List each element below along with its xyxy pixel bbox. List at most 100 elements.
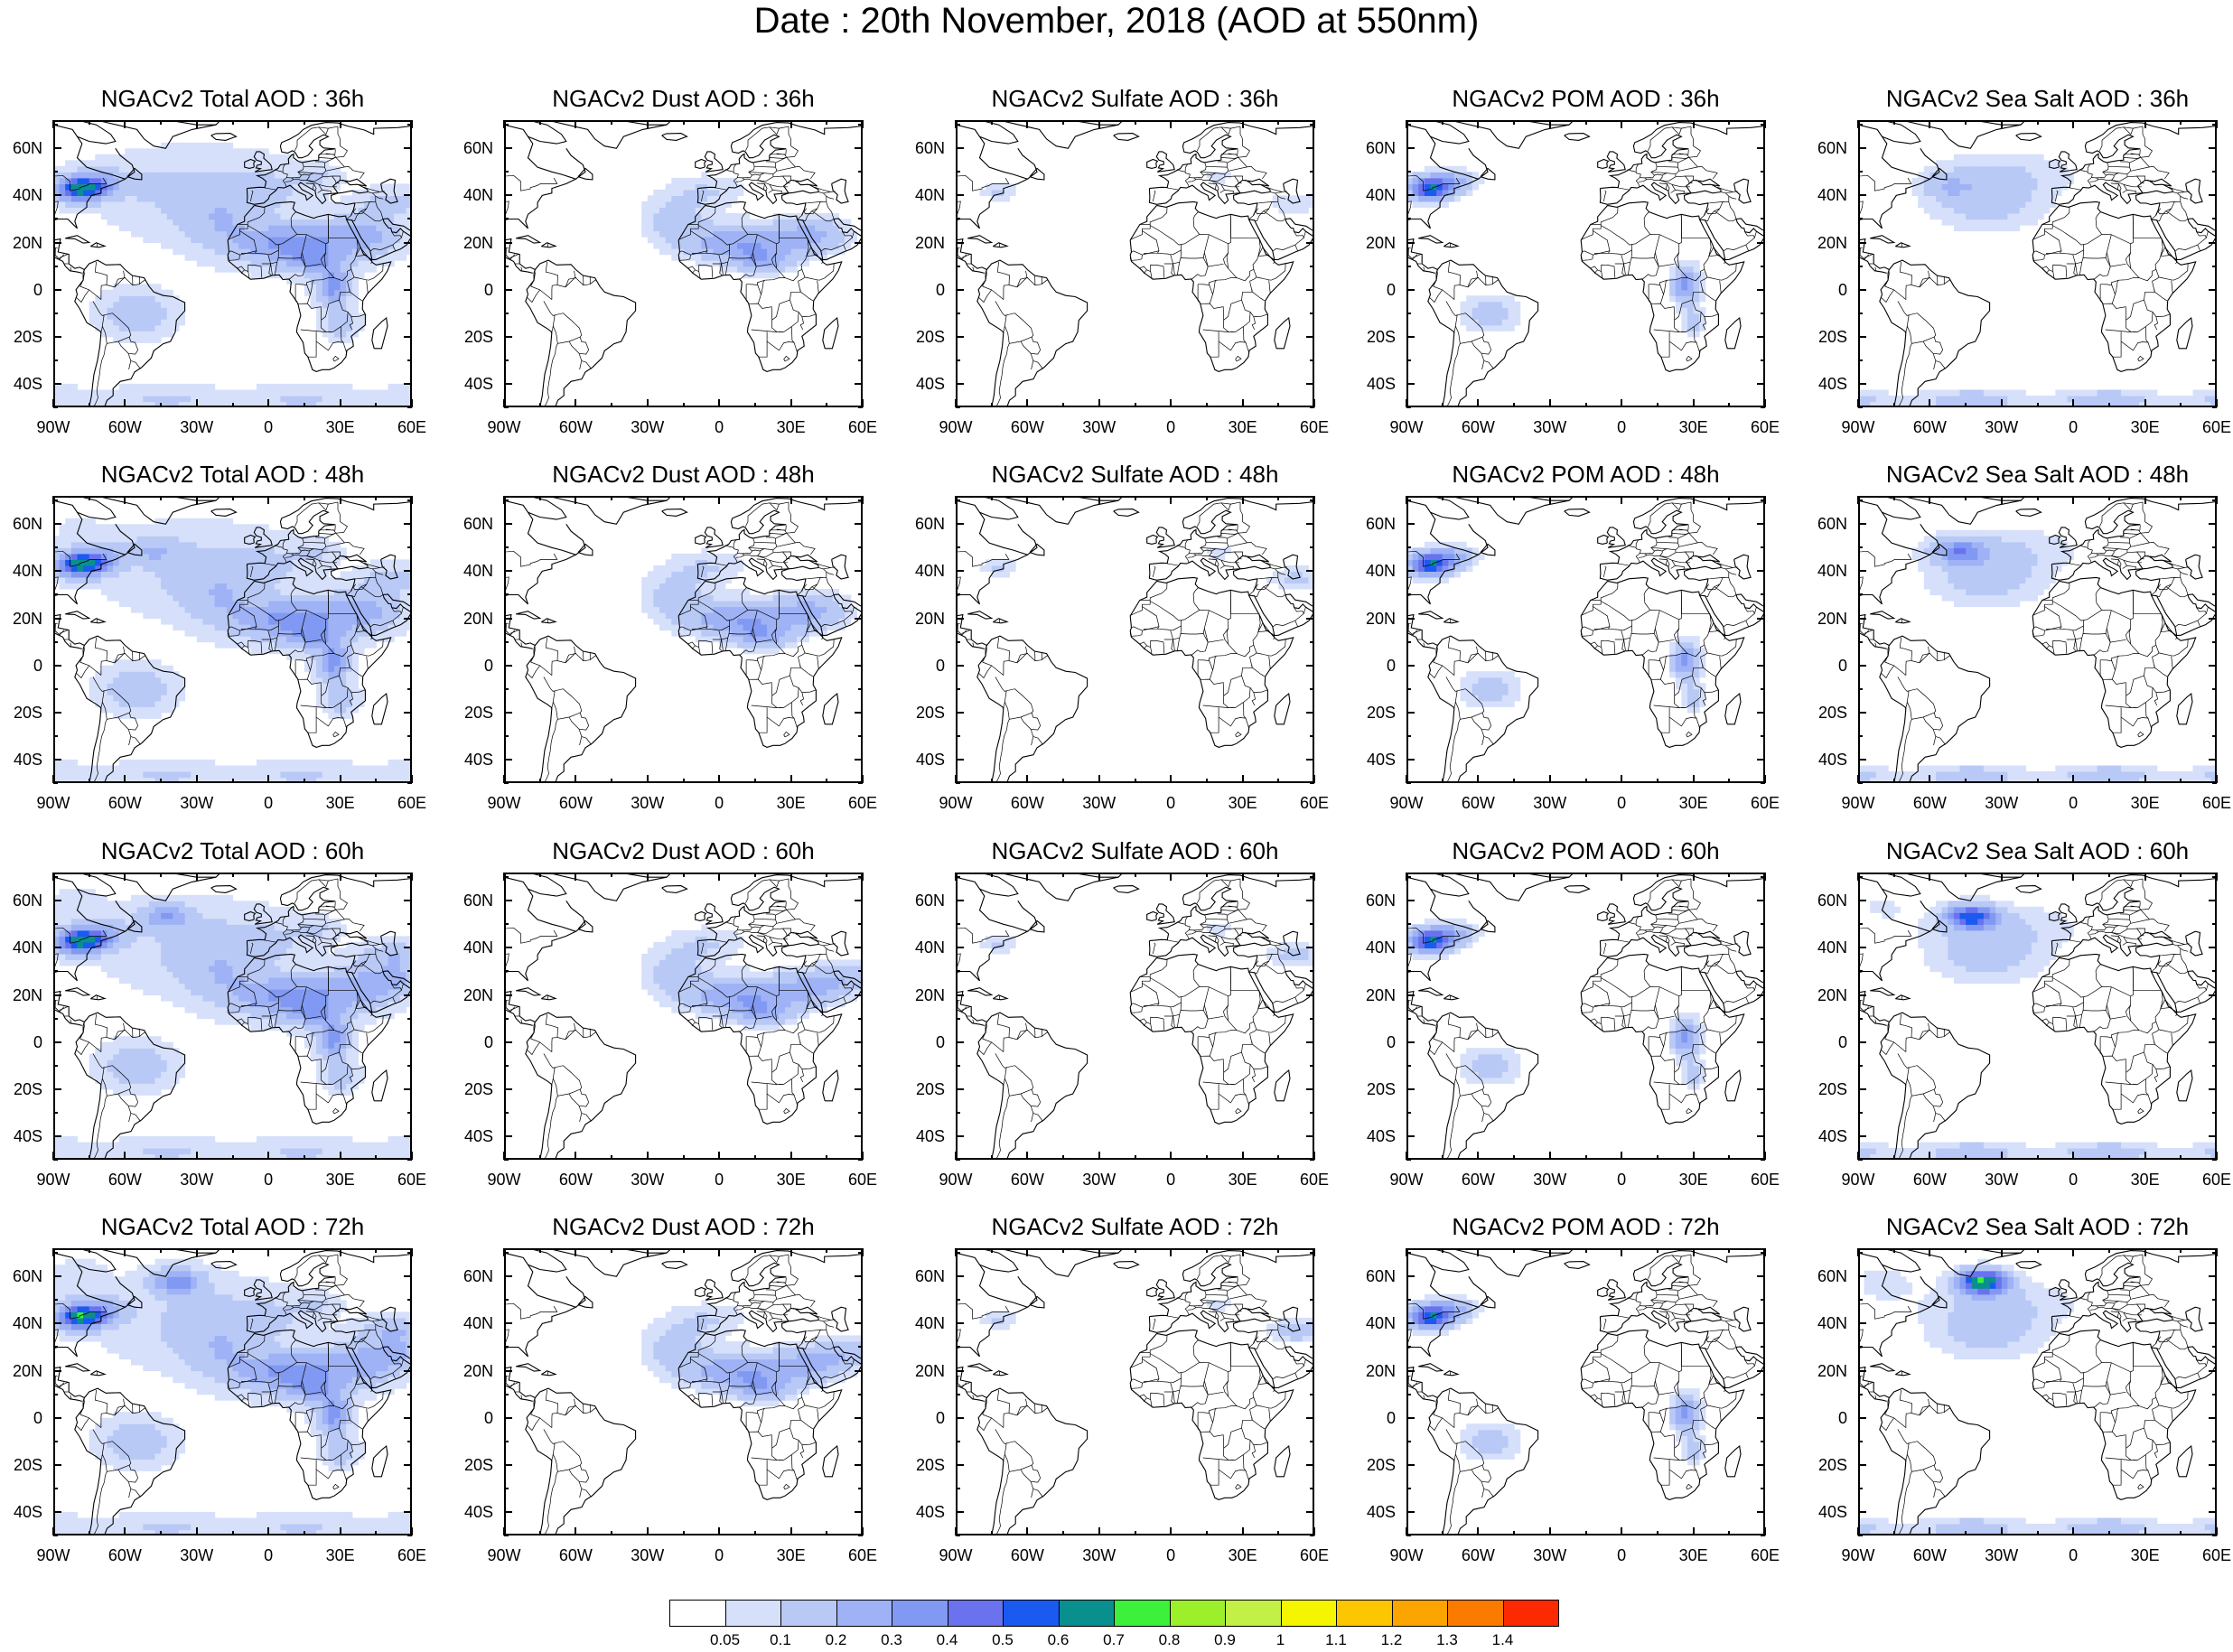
lat-minor-tick	[2212, 593, 2217, 596]
lon-label: 30E	[1678, 1546, 1708, 1564]
lon-label: 90W	[36, 1171, 70, 1189]
lon-tick	[503, 496, 505, 504]
lat-minor-tick	[858, 970, 863, 973]
lat-tick	[855, 758, 863, 761]
lon-tick	[2072, 1152, 2075, 1160]
lat-tick	[53, 664, 61, 667]
lon-label: 30E	[776, 1171, 806, 1189]
lat-minor-tick	[1761, 1535, 1765, 1536]
lon-label: 60W	[1912, 1171, 1947, 1189]
lon-tick	[718, 1152, 721, 1160]
lon-label: 90W	[939, 418, 973, 436]
lon-tick	[503, 1152, 505, 1160]
lat-label: 20S	[915, 327, 945, 346]
lon-minor-tick	[611, 1248, 613, 1253]
lon-minor-tick	[1441, 120, 1444, 125]
lon-minor-tick	[88, 403, 90, 407]
panel-title: NGACv2 Total AOD : 60h	[100, 837, 365, 864]
panel-title: NGACv2 POM AOD : 60h	[1452, 837, 1720, 864]
lon-minor-tick	[303, 1155, 305, 1160]
lat-minor-tick	[956, 1111, 960, 1114]
lon-tick	[789, 1248, 792, 1256]
lat-minor-tick	[1310, 593, 1314, 596]
lat-tick	[1858, 994, 1866, 996]
lat-minor-tick	[504, 546, 509, 549]
lat-label: 20N	[462, 1361, 493, 1380]
lon-minor-tick	[1513, 1248, 1516, 1253]
lat-tick	[1406, 758, 1415, 761]
lon-minor-tick	[1892, 496, 1895, 500]
lon-tick	[124, 1152, 126, 1160]
lat-minor-tick	[504, 923, 509, 926]
lat-tick	[1306, 947, 1314, 949]
lon-tick	[1026, 496, 1029, 504]
country-borders	[504, 1254, 855, 1535]
lat-minor-tick	[858, 1159, 863, 1161]
lat-minor-tick	[1310, 1346, 1314, 1349]
aod-shading	[1406, 165, 1706, 338]
lat-tick	[1858, 1087, 1866, 1090]
lat-minor-tick	[1761, 1299, 1765, 1302]
lat-tick	[1757, 900, 1765, 902]
lon-tick	[1026, 120, 1029, 128]
lon-tick	[1241, 1152, 1244, 1160]
lat-tick	[404, 1463, 412, 1466]
lon-minor-tick	[375, 1155, 378, 1160]
lon-minor-tick	[1513, 1155, 1516, 1160]
lat-label: 20S	[915, 703, 945, 722]
lat-tick	[1757, 711, 1765, 714]
lon-tick	[124, 399, 126, 407]
lat-tick	[1757, 335, 1765, 338]
map-plot-area	[956, 1248, 1314, 1535]
lon-minor-tick	[231, 1155, 234, 1160]
lon-tick	[1477, 775, 1480, 783]
lat-label: 20N	[1365, 1361, 1396, 1380]
lon-label: 30W	[631, 418, 665, 436]
lon-tick	[1241, 775, 1244, 783]
lat-minor-tick	[504, 1299, 509, 1302]
lat-minor-tick	[1858, 1111, 1863, 1114]
lon-label: 60E	[397, 1546, 427, 1564]
lat-minor-tick	[504, 970, 509, 973]
map-plot-area	[1858, 120, 2217, 407]
lon-minor-tick	[682, 1155, 685, 1160]
lon-tick	[1170, 775, 1173, 783]
lat-minor-tick	[2212, 923, 2217, 926]
lon-minor-tick	[375, 1531, 378, 1535]
lat-tick	[2209, 711, 2217, 714]
lon-minor-tick	[682, 1531, 685, 1535]
lon-label: 90W	[487, 418, 521, 436]
lon-tick	[1621, 120, 1623, 128]
map-plot-area	[1406, 496, 1765, 783]
lon-tick	[195, 496, 198, 504]
map-plot-area	[1858, 873, 2217, 1160]
lat-minor-tick	[1761, 1111, 1765, 1114]
lon-tick	[789, 120, 792, 128]
lat-minor-tick	[1406, 218, 1411, 220]
lon-label: 30E	[776, 418, 806, 436]
lat-minor-tick	[1761, 640, 1765, 643]
coastlines	[53, 120, 412, 407]
lon-minor-tick	[88, 779, 90, 783]
lat-minor-tick	[858, 1440, 863, 1442]
lat-tick	[53, 335, 61, 338]
lon-minor-tick	[1062, 1248, 1065, 1253]
lon-minor-tick	[160, 120, 163, 125]
lat-minor-tick	[2212, 876, 2217, 879]
lat-minor-tick	[858, 1299, 863, 1302]
lat-label: 60N	[914, 515, 945, 534]
lat-minor-tick	[858, 499, 863, 502]
lat-tick	[2209, 900, 2217, 902]
lat-minor-tick	[1858, 1393, 1863, 1395]
lon-minor-tick	[682, 403, 685, 407]
lat-tick	[956, 1463, 964, 1466]
lon-label: 60E	[2201, 794, 2232, 812]
lat-label: 40N	[1817, 938, 1847, 957]
colorbar-swatch	[1169, 1600, 1226, 1627]
lat-minor-tick	[1761, 923, 1765, 926]
lat-minor-tick	[504, 1440, 509, 1442]
lat-label: 60N	[914, 1267, 945, 1286]
aod-shading	[1858, 529, 2217, 783]
lat-minor-tick	[407, 1064, 412, 1067]
lon-label: 90W	[939, 1546, 973, 1564]
